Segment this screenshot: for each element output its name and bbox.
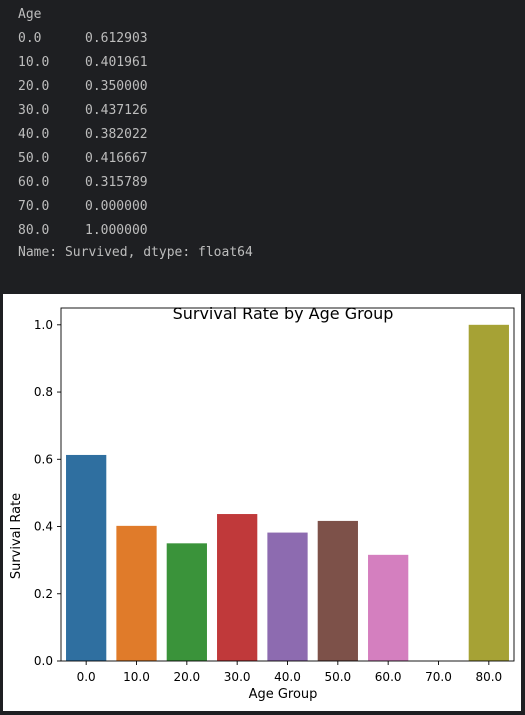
x-tick-label: 80.0 xyxy=(475,670,502,684)
bar-chart: Survival Rate by Age Group 0.0 0.2 0.4 0.6 0… xyxy=(9,304,515,702)
x-tick-label: 30.0 xyxy=(224,670,251,684)
output-row-value: 0.382022 xyxy=(85,127,148,142)
output-row-index: 70.0 xyxy=(18,199,50,214)
output-header: Age xyxy=(18,7,42,22)
output-row-value: 0.437126 xyxy=(85,103,148,118)
output-row-index: 60.0 xyxy=(18,175,50,190)
output-row-value: 0.315789 xyxy=(85,175,148,190)
x-tick-label: 60.0 xyxy=(375,670,402,684)
x-tick-label: 20.0 xyxy=(173,670,200,684)
output-row-index: 0.0 xyxy=(18,31,42,46)
chart-title: Survival Rate by Age Group xyxy=(173,304,394,323)
bar-40.0 xyxy=(267,532,308,661)
output-row-value: 0.612903 xyxy=(85,31,148,46)
output-footer: Name: Survived, dtype: float64 xyxy=(18,245,253,260)
output-row-value: 1.000000 xyxy=(85,223,148,238)
y-tick-label: 0.4 xyxy=(34,520,53,534)
bar-10.0 xyxy=(116,525,157,661)
output-row-index: 80.0 xyxy=(18,223,50,238)
output-row-value: 0.000000 xyxy=(85,199,148,214)
cell-output: Age 0.0 0.612903 10.0 0.401961 20.0 0.350000 3… xyxy=(0,0,525,268)
x-axis-label: Age Group xyxy=(249,687,318,702)
output-row-index: 50.0 xyxy=(18,151,50,166)
output-row-index: 40.0 xyxy=(18,127,50,142)
y-axis-label: Survival Rate xyxy=(9,493,24,579)
y-tick-label: 0.8 xyxy=(34,385,53,399)
output-row-value: 0.416667 xyxy=(85,151,148,166)
bar-50.0 xyxy=(317,520,358,661)
y-tick-label: 0.2 xyxy=(34,587,53,601)
y-tick-label: 1.0 xyxy=(34,318,53,332)
y-tick-label: 0.6 xyxy=(34,452,53,466)
x-tick-label: 70.0 xyxy=(425,670,452,684)
chart-panel: Survival Rate by Age Group 0.0 0.2 0.4 0.6 0… xyxy=(3,294,521,711)
bar-0.0 xyxy=(66,454,107,661)
x-tick-label: 0.0 xyxy=(77,670,96,684)
x-tick-label: 50.0 xyxy=(324,670,351,684)
x-tick-label: 40.0 xyxy=(274,670,301,684)
bar-60.0 xyxy=(368,554,409,661)
bar-80.0 xyxy=(468,324,509,661)
output-row-index: 30.0 xyxy=(18,103,50,118)
x-tick-label: 10.0 xyxy=(123,670,150,684)
bar-30.0 xyxy=(217,514,258,661)
y-tick-label: 0.0 xyxy=(34,654,53,668)
output-row-value: 0.401961 xyxy=(85,55,148,70)
output-row-index: 20.0 xyxy=(18,79,50,94)
bar-20.0 xyxy=(166,543,207,661)
output-row-value: 0.350000 xyxy=(85,79,148,94)
output-row-index: 10.0 xyxy=(18,55,50,70)
